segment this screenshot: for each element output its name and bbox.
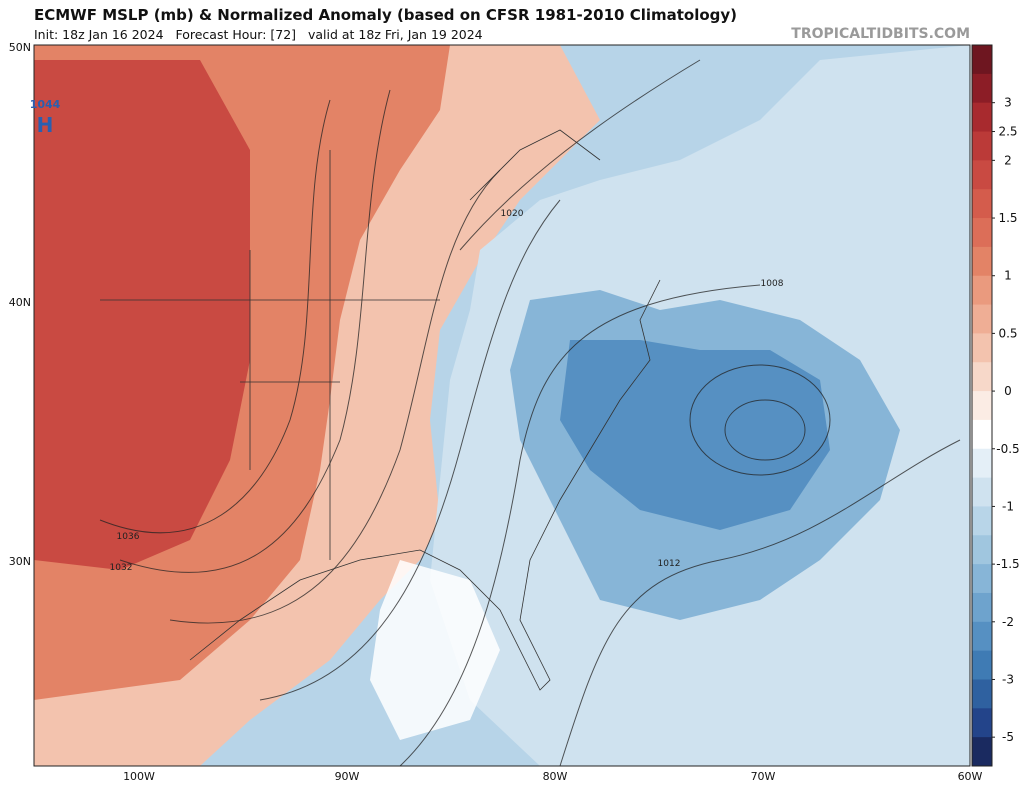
- colorbar-label: 2.5: [998, 125, 1017, 139]
- colorbar-swatch: [972, 448, 992, 479]
- colorbar-swatch: [972, 160, 992, 190]
- colorbar-swatch: [972, 131, 992, 161]
- colorbar-swatch: [972, 621, 992, 652]
- colorbar-label: 2: [1004, 153, 1012, 167]
- high-marker: H: [37, 113, 54, 137]
- colorbar-frame: [971, 44, 993, 767]
- colorbar-label: -3: [1002, 672, 1014, 686]
- colorbar-swatch: [972, 679, 992, 709]
- colorbar-swatch: [972, 362, 992, 392]
- lon-label: 80W: [543, 770, 568, 783]
- colorbar-label: 1.5: [998, 211, 1017, 225]
- title: ECMWF MSLP (mb) & Normalized Anomaly (ba…: [34, 6, 737, 24]
- colorbar-label: 1: [1004, 269, 1012, 283]
- colorbar-swatch: [972, 333, 992, 363]
- coastlines: [100, 129, 661, 691]
- colorbar-swatch: [972, 304, 992, 334]
- colorbar-swatch: [972, 189, 992, 219]
- colorbar: 3 2.5 2 1.5 1 0.5 0 -0.5 -1 -1.5 -2 -3 -5: [971, 44, 1020, 767]
- lon-label: 60W: [958, 770, 983, 783]
- colorbar-swatch: [972, 506, 992, 536]
- labels: 50N 40N 30N 100W 90W 80W 70W 60W 1044 1036 1032 102…: [9, 41, 983, 783]
- colorbar-swatch: [972, 45, 992, 75]
- colorbar-swatch: [972, 737, 992, 767]
- colorbar-label: 3: [1004, 96, 1012, 110]
- colorbar-swatch: [972, 391, 992, 421]
- lon-label: 90W: [335, 770, 360, 783]
- pressure-label: 1032: [110, 563, 133, 573]
- lat-label: 30N: [9, 555, 31, 568]
- credit: TROPICALTIDBITS.COM: [791, 26, 970, 42]
- colorbar-label: 0.5: [998, 326, 1017, 340]
- lat-label: 50N: [9, 41, 31, 54]
- colorbar-label: -2: [1002, 615, 1014, 629]
- lat-label: 40N: [9, 296, 31, 309]
- colorbar-swatch: [972, 218, 992, 248]
- colorbar-label: 0: [1004, 384, 1012, 398]
- lon-label: 70W: [751, 770, 776, 783]
- colorbar-swatch: [972, 650, 992, 680]
- subtitle: Init: 18z Jan 16 2024 Forecast Hour: [72…: [34, 27, 483, 42]
- colorbar-swatch: [972, 477, 992, 507]
- pressure-label: 1008: [761, 279, 784, 289]
- colorbar-swatch: [972, 708, 992, 738]
- pressure-label: 1044: [30, 98, 61, 111]
- colorbar-swatch: [972, 102, 992, 133]
- map-frame: [33, 44, 971, 767]
- colorbar-swatch: [972, 564, 992, 594]
- isobars: [99, 59, 961, 766]
- colorbar-swatch: [972, 246, 992, 277]
- colorbar-label: -1.5: [996, 557, 1019, 571]
- anomaly-negative-strong: [560, 340, 830, 530]
- colorbar-label: -5: [1002, 730, 1014, 744]
- pressure-label: 1012: [658, 559, 681, 569]
- anomaly-positive-strong: [34, 60, 250, 570]
- map-field: [34, 45, 970, 766]
- colorbar-swatch: [972, 275, 992, 306]
- pressure-label: 1036: [117, 532, 140, 542]
- pressure-label: 1020: [501, 209, 524, 219]
- colorbar-swatch: [972, 419, 992, 450]
- colorbar-swatch: [972, 73, 992, 104]
- colorbar-label: -1: [1002, 499, 1014, 513]
- colorbar-swatch: [972, 592, 992, 623]
- lon-label: 100W: [123, 770, 155, 783]
- colorbar-label: -0.5: [996, 442, 1019, 456]
- colorbar-swatch: [972, 535, 992, 565]
- gulf-neutral: [370, 560, 500, 740]
